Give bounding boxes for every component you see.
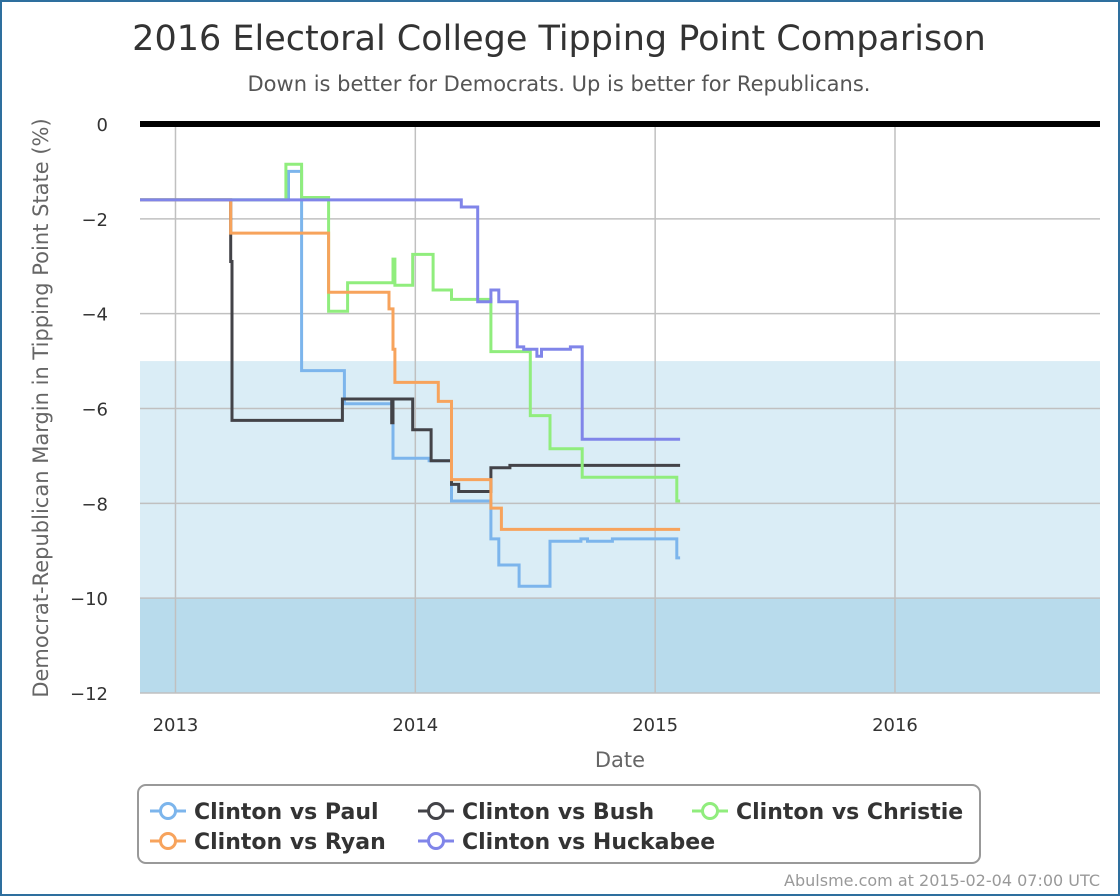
- y-axis-label: Democrat-Republican Margin in Tipping Po…: [29, 118, 53, 697]
- grid-lines: [140, 124, 1100, 694]
- y-tick-label: 0: [97, 115, 108, 136]
- y-axis-ticks: 0 −2 −4 −6 −8 −10 −12: [70, 115, 108, 705]
- series-lines: [140, 162, 681, 588]
- legend-label-clinton-vs-bush: Clinton vs Bush: [462, 800, 654, 825]
- legend-label-clinton-vs-christie: Clinton vs Christie: [736, 800, 963, 825]
- x-tick-label: 2014: [392, 715, 438, 736]
- x-tick-label: 2013: [153, 715, 199, 736]
- legend-label-clinton-vs-huckabee: Clinton vs Huckabee: [462, 830, 715, 855]
- credit-text: Abulsme.com at 2015-02-04 07:00 UTC: [784, 871, 1100, 890]
- series-line-clinton-vs-ryan: [140, 198, 681, 531]
- series-line-clinton-vs-christie: [140, 162, 681, 503]
- legend-label-clinton-vs-paul: Clinton vs Paul: [194, 800, 379, 825]
- y-tick-label: −4: [81, 305, 108, 326]
- x-tick-label: 2016: [872, 715, 918, 736]
- plot-bands: [140, 361, 1100, 693]
- chart-subtitle: Down is better for Democrats. Up is bett…: [248, 72, 871, 96]
- legend-marker-clinton-vs-huckabee: [427, 832, 445, 850]
- y-tick-label: −12: [70, 684, 108, 705]
- legend: Clinton vs Paul Clinton vs Bush Clinton vs…: [137, 784, 981, 864]
- series-line-clinton-vs-huckabee: [140, 198, 681, 441]
- y-tick-label: −10: [70, 589, 108, 610]
- y-tick-label: −8: [81, 494, 108, 515]
- legend-label-clinton-vs-ryan: Clinton vs Ryan: [194, 830, 386, 855]
- x-axis-label: Date: [595, 748, 645, 772]
- x-tick-label: 2015: [632, 715, 678, 736]
- series-line-clinton-vs-paul: [140, 169, 681, 588]
- y-tick-label: −6: [81, 400, 108, 421]
- chart-title: 2016 Electoral College Tipping Point Com…: [132, 19, 986, 59]
- legend-marker-clinton-vs-bush: [427, 802, 445, 820]
- y-tick-label: −2: [81, 210, 108, 231]
- plot-band-1: [140, 361, 1100, 599]
- plot-band-0: [140, 598, 1100, 693]
- legend-marker-clinton-vs-paul: [159, 802, 177, 820]
- legend-marker-clinton-vs-christie: [701, 802, 719, 820]
- legend-box: [137, 784, 981, 864]
- x-axis-ticks: 2013 2014 2015 2016: [153, 715, 918, 736]
- legend-marker-clinton-vs-ryan: [159, 832, 177, 850]
